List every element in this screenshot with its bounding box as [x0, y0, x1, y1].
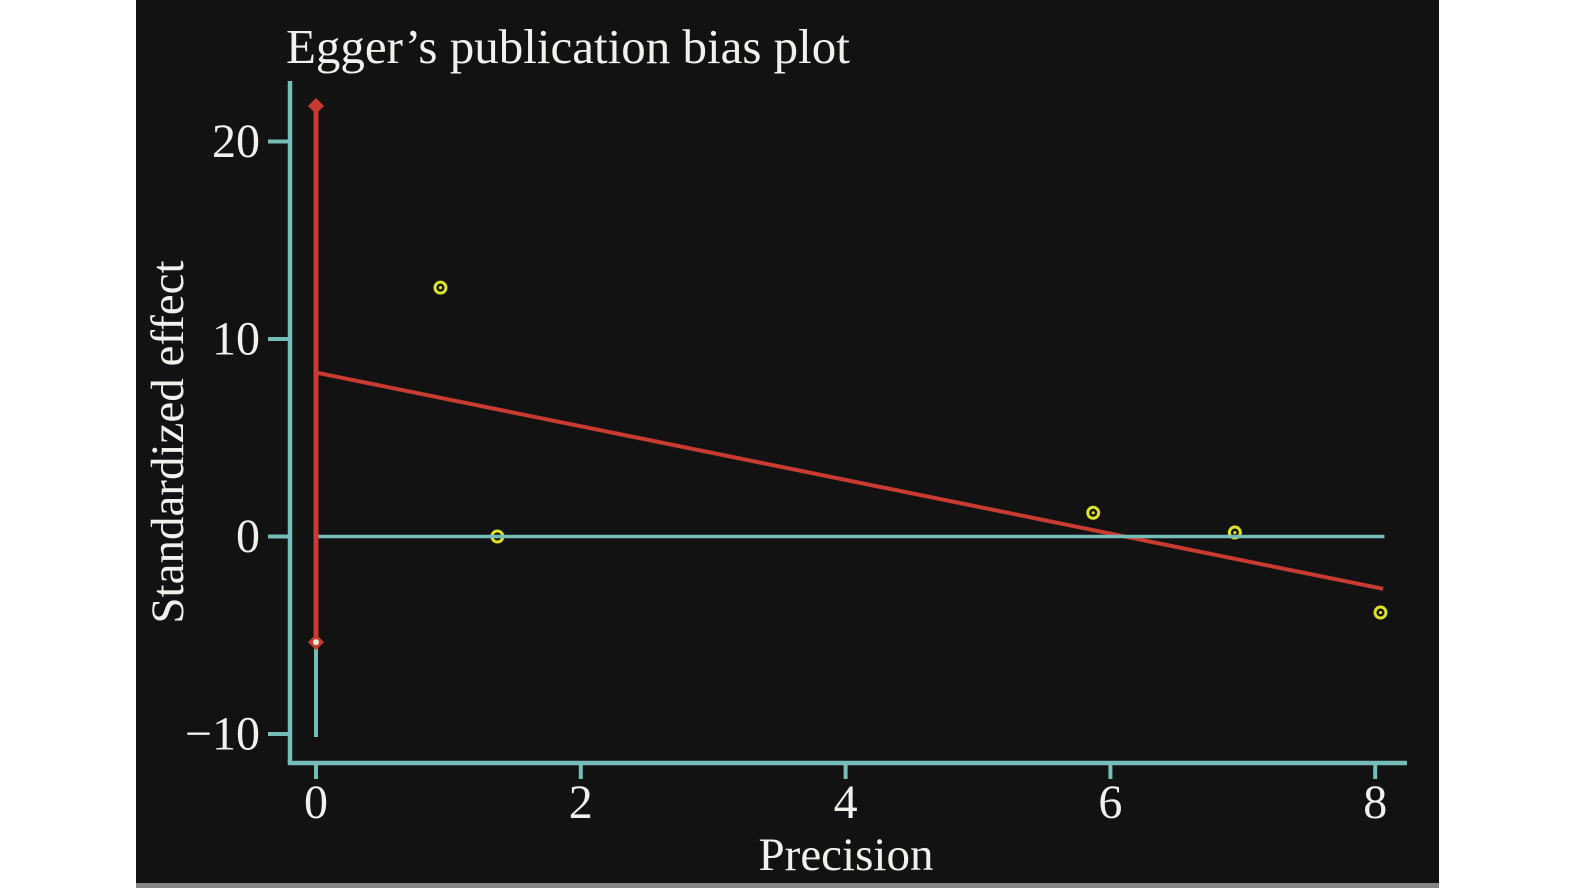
x-tick-label: 0 [304, 776, 328, 829]
x-tick-label: 4 [834, 776, 858, 829]
x-tick-label: 2 [569, 776, 593, 829]
x-axis-label: Precision [759, 829, 934, 881]
plot-background [136, 0, 1439, 883]
egger-regression-line [315, 370, 1384, 591]
y-tick-label: 20 [212, 115, 260, 168]
y-tick-label: −10 [185, 708, 260, 761]
intercept-confidence-interval-upper-diamond [308, 97, 324, 114]
data-point-circle [1086, 505, 1101, 520]
data-point-center-dot [1378, 610, 1383, 615]
y-axis-label: Standardized effect [142, 260, 194, 623]
data-point-center-dot [1233, 530, 1237, 535]
data-point-circle [1373, 605, 1388, 620]
x-tick-label: 8 [1363, 776, 1387, 829]
y-tick-label: 0 [236, 510, 260, 563]
data-point-center-dot [1091, 511, 1095, 515]
chart-layer: 20 10 0 −10 0 2 4 6 8 [185, 81, 1407, 829]
bottom-edge-strip [136, 883, 1439, 888]
ci-lower-inner-dot [313, 639, 319, 646]
y-tick-label: 10 [212, 313, 260, 366]
background-layer [136, 0, 1439, 888]
data-point-center-dot [438, 286, 443, 290]
x-tick-label: 6 [1098, 776, 1122, 829]
chart-title: Egger’s publication bias plot [286, 19, 850, 74]
data-point-circle [433, 280, 448, 295]
